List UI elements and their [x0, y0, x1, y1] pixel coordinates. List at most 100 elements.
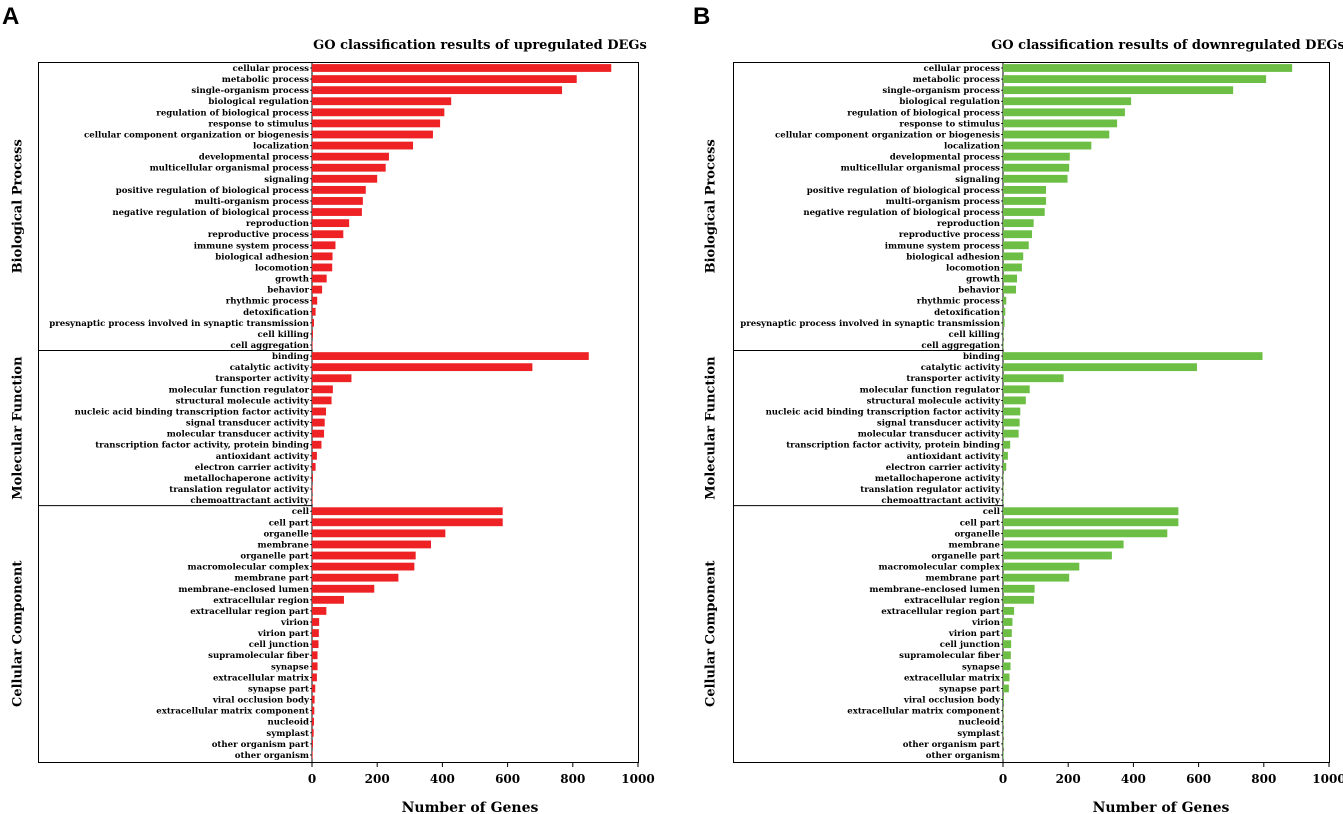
bar — [1003, 407, 1021, 416]
bar — [312, 219, 350, 228]
bar — [1003, 751, 1004, 759]
bar — [1003, 108, 1125, 117]
category-label: membrane part — [925, 574, 1000, 584]
category-label: chemoattractant activity — [190, 496, 310, 506]
x-axis-label: Number of Genes — [402, 800, 539, 814]
category-label: electron carrier activity — [886, 463, 1001, 473]
category-label: translation regulator activity — [169, 485, 310, 495]
category-label: molecular transducer activity — [858, 430, 1001, 440]
chart-title: GO classification results of downregulat… — [991, 38, 1343, 53]
category-label: multi-organism process — [195, 197, 309, 207]
category-label: immune system process — [885, 241, 1000, 251]
bar — [312, 174, 378, 183]
category-label: behavior — [267, 286, 309, 296]
category-label: biological regulation — [208, 97, 309, 107]
bar — [1003, 717, 1004, 726]
bar — [312, 618, 320, 626]
category-label: cell part — [269, 518, 309, 528]
bar — [1003, 385, 1030, 394]
category-label: extracellular region part — [881, 607, 1000, 617]
category-label: viral occlusion body — [903, 696, 1001, 706]
category-label: supramolecular fiber — [899, 651, 1000, 661]
category-label: regulation of biological process — [847, 108, 1000, 118]
bar — [1003, 296, 1007, 305]
bar — [312, 252, 333, 261]
bar — [312, 385, 333, 394]
plot-frame — [733, 62, 1330, 763]
group-label: Biological Process — [704, 139, 719, 273]
category-label: reproductive process — [899, 230, 1000, 240]
bar — [312, 119, 441, 128]
category-label: cell aggregation — [230, 341, 309, 351]
bar — [1003, 673, 1010, 682]
category-label: organelle — [954, 529, 1000, 539]
category-label: reproduction — [246, 219, 310, 229]
category-label: cell junction — [940, 640, 1001, 650]
bar — [312, 363, 533, 372]
bar — [312, 152, 389, 161]
category-label: nucleic acid binding transcription facto… — [75, 407, 310, 417]
x-tick-label: 600 — [1186, 772, 1211, 786]
category-label: extracellular matrix component — [847, 707, 1000, 717]
bar — [1003, 573, 1070, 582]
category-label: other organism — [235, 751, 309, 761]
bar — [1003, 330, 1004, 338]
x-tick-label: 400 — [1121, 772, 1146, 786]
bar — [1003, 618, 1013, 626]
category-label: rhythmic process — [917, 297, 1000, 307]
bar — [312, 197, 363, 205]
category-label: organelle — [263, 529, 309, 539]
category-label: developmental process — [890, 153, 1000, 163]
bar — [1003, 485, 1004, 493]
bar — [1003, 241, 1029, 250]
bar — [312, 751, 313, 759]
bar — [312, 485, 313, 493]
category-label: transcription factor activity, protein b… — [95, 441, 309, 451]
bar — [1003, 518, 1179, 527]
category-label: synapse — [271, 662, 309, 672]
bar — [1003, 462, 1007, 471]
category-label: rhythmic process — [226, 297, 309, 307]
group-label: Molecular Function — [11, 356, 26, 500]
category-label: detoxification — [934, 308, 1001, 318]
x-tick-label: 1000 — [1312, 772, 1343, 786]
category-label: positive regulation of biological proces… — [807, 186, 1000, 196]
bar — [1003, 584, 1035, 593]
x-tick-label: 200 — [365, 772, 390, 786]
category-label: detoxification — [243, 308, 310, 318]
category-label: growth — [275, 275, 310, 285]
category-label: cell junction — [249, 640, 310, 650]
x-tick-label: 0 — [999, 772, 1007, 786]
category-label: biological adhesion — [215, 252, 309, 262]
category-label: electron carrier activity — [195, 463, 310, 473]
panel-b: B GO classification results of downregula… — [693, 3, 1343, 814]
x-tick-label: 400 — [430, 772, 455, 786]
bar — [1003, 396, 1026, 405]
category-label: nucleoid — [959, 718, 1000, 728]
category-label: cellular component organization or bioge… — [775, 130, 1000, 140]
bar — [1003, 185, 1047, 194]
category-label: virion part — [948, 629, 1000, 639]
bar — [1003, 307, 1006, 316]
bar — [312, 241, 336, 250]
bar — [312, 507, 503, 516]
category-label: virion — [280, 618, 310, 628]
category-label: locomotion — [255, 263, 310, 273]
bar — [312, 573, 399, 582]
bar — [312, 695, 315, 704]
category-label: signal transducer activity — [877, 419, 1001, 429]
category-label: growth — [966, 275, 1001, 285]
category-label: other organism — [926, 751, 1000, 761]
category-label: multicellular organismal process — [841, 164, 1001, 174]
category-label: catalytic activity — [230, 363, 310, 373]
bar — [312, 163, 386, 172]
bar — [312, 86, 563, 95]
category-label: extracellular region — [213, 596, 309, 606]
bar — [312, 540, 431, 549]
bar — [312, 318, 314, 327]
bar — [312, 296, 318, 305]
category-label: response to stimulus — [899, 119, 1000, 129]
bar — [1003, 75, 1267, 83]
category-label: macromolecular complex — [188, 563, 310, 573]
bar — [1003, 651, 1011, 660]
